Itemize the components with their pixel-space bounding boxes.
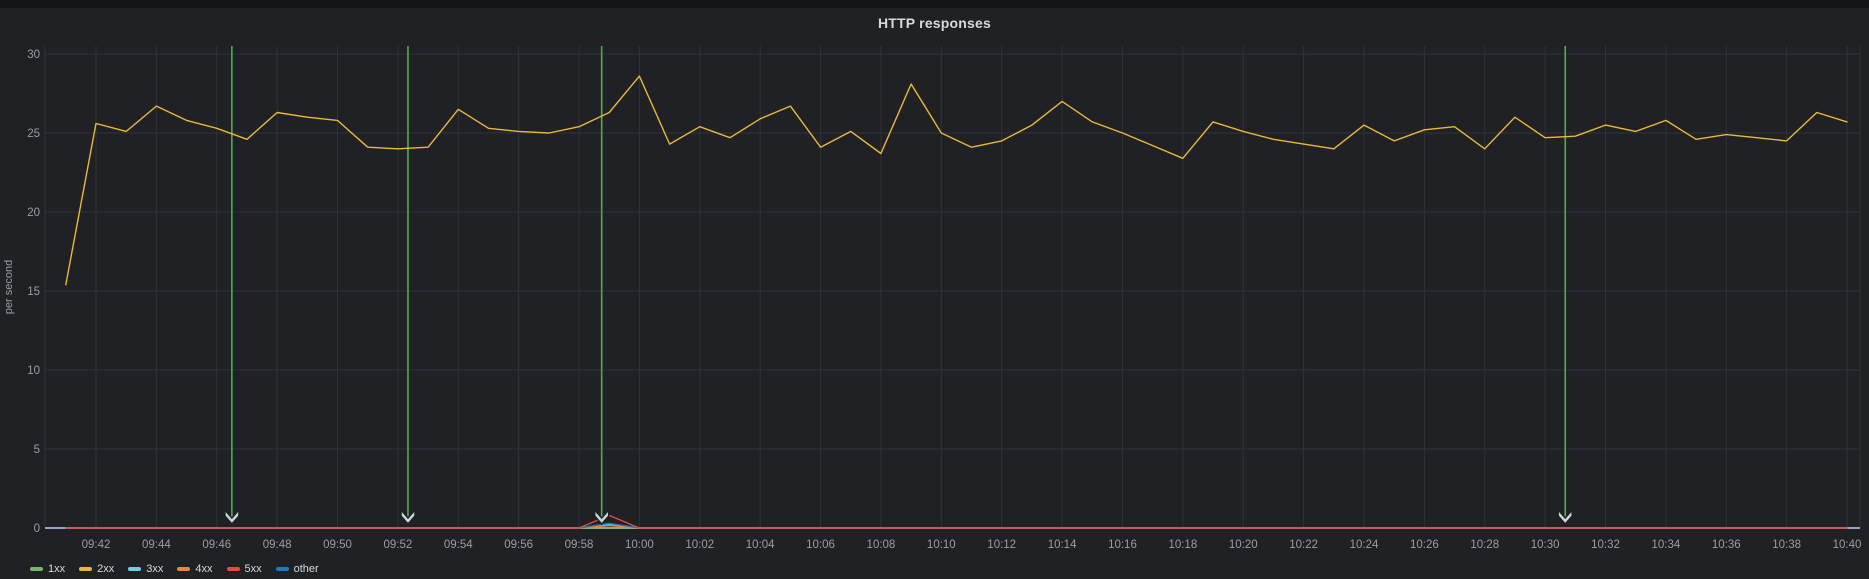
legend: 1xx 2xx 3xx 4xx 5xx other: [30, 562, 319, 576]
legend-item-label: 5xx: [244, 563, 262, 575]
x-tick-label: 09:50: [323, 539, 352, 551]
x-tick-label: 10:00: [625, 539, 654, 551]
x-tick-label: 10:30: [1531, 539, 1560, 551]
legend-item-label: 3xx: [146, 563, 164, 575]
legend-item-1xx[interactable]: 1xx: [30, 562, 65, 576]
x-tick-label: 09:46: [202, 539, 231, 551]
legend-item-5xx[interactable]: 5xx: [226, 562, 262, 576]
legend-item-label: 2xx: [97, 563, 115, 575]
annotation-marker-icon[interactable]: [593, 508, 610, 526]
chart-area: 09:42 09:44 09:46 09:48 09:50 09:52 09:54 09:56…: [0, 8, 1869, 579]
legend-swatch-icon: [30, 567, 43, 571]
x-tick-label: 10:16: [1108, 539, 1137, 551]
x-tick-label: 10:08: [867, 539, 896, 551]
y-tick-label: 30: [27, 49, 40, 61]
legend-swatch-icon: [275, 567, 289, 571]
legend-swatch-icon: [79, 567, 93, 571]
x-tick-label: 10:20: [1229, 539, 1258, 551]
x-tick-label: 09:42: [82, 539, 111, 551]
x-tick-label: 10:28: [1470, 539, 1499, 551]
series-2xx-line: [65, 75, 1848, 286]
y-tick-label: 10: [27, 365, 40, 377]
chart-canvas[interactable]: 09:42 09:44 09:46 09:48 09:50 09:52 09:54 09:56…: [0, 8, 1869, 579]
legend-item-other[interactable]: other: [275, 562, 319, 576]
y-tick-label: 20: [27, 207, 40, 219]
x-tick-label: 09:58: [565, 539, 594, 551]
annotation-marker-icon[interactable]: [400, 508, 416, 526]
x-tick-label: 10:18: [1168, 539, 1197, 551]
grafana-panel: HTTP responses 09:42 09:44 09:46 09:48 09:50…: [0, 8, 1869, 579]
y-tick-label: 5: [34, 444, 40, 456]
x-tick-label: 10:02: [685, 539, 714, 551]
x-tick-label: 10:40: [1833, 539, 1862, 551]
panel-title[interactable]: HTTP responses: [877, 15, 992, 31]
y-tick-label: 15: [27, 286, 40, 298]
x-tick-label: 10:24: [1350, 539, 1379, 551]
legend-item-2xx[interactable]: 2xx: [79, 562, 114, 576]
x-tick-label: 10:14: [1048, 539, 1077, 551]
x-tick-label: 09:56: [504, 539, 533, 551]
legend-item-3xx[interactable]: 3xx: [128, 562, 163, 576]
y-tick-label: 0: [34, 523, 40, 535]
x-tick-label: 09:54: [444, 539, 473, 551]
legend-item-4xx[interactable]: 4xx: [177, 562, 213, 576]
annotation-marker-icon[interactable]: [1557, 508, 1573, 526]
y-axis-unit-label: per second: [3, 260, 15, 314]
x-tick-label: 10:06: [806, 539, 835, 551]
x-tick-label: 09:48: [263, 539, 292, 551]
x-tick-label: 10:36: [1712, 539, 1741, 551]
series-5xx-line: [65, 514, 1848, 529]
legend-swatch-icon: [226, 567, 240, 571]
x-tick-label: 10:10: [927, 539, 956, 551]
x-tick-label: 10:04: [746, 539, 775, 551]
x-tick-label: 10:32: [1591, 539, 1620, 551]
y-tick-label: 25: [27, 128, 40, 140]
x-tick-label: 10:22: [1289, 539, 1318, 551]
x-tick-label: 10:34: [1651, 539, 1680, 551]
x-tick-label: 10:38: [1772, 539, 1801, 551]
x-tick-label: 10:12: [987, 539, 1016, 551]
x-tick-label: 09:52: [384, 539, 413, 551]
legend-item-label: 1xx: [48, 563, 66, 575]
x-tick-label: 09:44: [142, 539, 171, 551]
annotation-marker-icon[interactable]: [224, 508, 240, 526]
legend-swatch-icon: [177, 567, 191, 571]
legend-swatch-icon: [128, 567, 142, 571]
x-tick-label: 10:26: [1410, 539, 1439, 551]
legend-item-label: 4xx: [195, 563, 213, 575]
legend-item-label: other: [293, 563, 319, 575]
